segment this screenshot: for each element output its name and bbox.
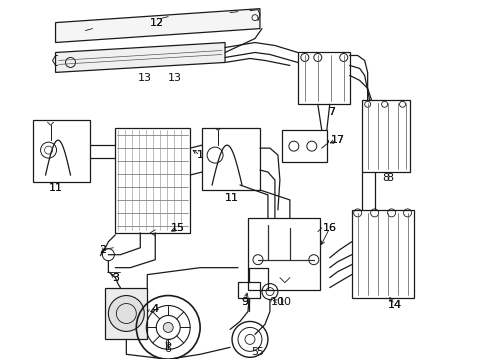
Bar: [115, 128, 190, 233]
Text: 2: 2: [99, 245, 106, 255]
Bar: [298, 53, 350, 104]
Text: 2: 2: [99, 245, 106, 255]
Text: 10: 10: [271, 297, 285, 306]
Text: 8: 8: [382, 173, 389, 183]
Text: 14: 14: [388, 300, 402, 310]
Text: 13: 13: [138, 73, 152, 84]
Text: 12: 12: [150, 18, 164, 28]
Text: 4: 4: [152, 305, 159, 315]
Bar: [33, 120, 91, 182]
Text: 4: 4: [152, 305, 159, 315]
Text: 11: 11: [49, 183, 63, 193]
Text: 17: 17: [331, 135, 345, 145]
Text: 5: 5: [251, 347, 258, 357]
Text: 3: 3: [112, 273, 119, 283]
Text: 15: 15: [171, 223, 185, 233]
Bar: [248, 218, 320, 289]
Text: 5: 5: [256, 347, 264, 357]
Bar: [238, 282, 260, 298]
Polygon shape: [55, 9, 260, 42]
Text: 11: 11: [225, 193, 239, 203]
Text: 11: 11: [49, 183, 63, 193]
Bar: [362, 100, 410, 172]
Text: 1: 1: [196, 150, 204, 160]
Text: 6: 6: [165, 345, 172, 354]
Bar: [105, 288, 147, 339]
Text: 9: 9: [242, 297, 248, 306]
Polygon shape: [55, 42, 225, 72]
Bar: [352, 210, 414, 298]
Text: 16: 16: [323, 223, 337, 233]
Bar: [202, 128, 260, 190]
Text: 9: 9: [242, 297, 248, 306]
Text: 6: 6: [165, 339, 172, 349]
Text: 14: 14: [388, 300, 402, 310]
Text: 10: 10: [278, 297, 292, 306]
Text: 3: 3: [112, 273, 119, 283]
Text: 16: 16: [323, 223, 337, 233]
Circle shape: [163, 323, 173, 332]
Text: 11: 11: [225, 193, 239, 203]
Text: 15: 15: [171, 223, 185, 233]
Text: 1: 1: [196, 150, 204, 160]
Text: 17: 17: [331, 135, 345, 145]
Text: 7: 7: [328, 107, 335, 117]
Text: 8: 8: [386, 173, 393, 183]
Circle shape: [108, 296, 144, 332]
Text: 13: 13: [168, 73, 182, 84]
Text: 7: 7: [328, 107, 335, 117]
Text: 12: 12: [150, 18, 164, 28]
Bar: [282, 130, 327, 162]
